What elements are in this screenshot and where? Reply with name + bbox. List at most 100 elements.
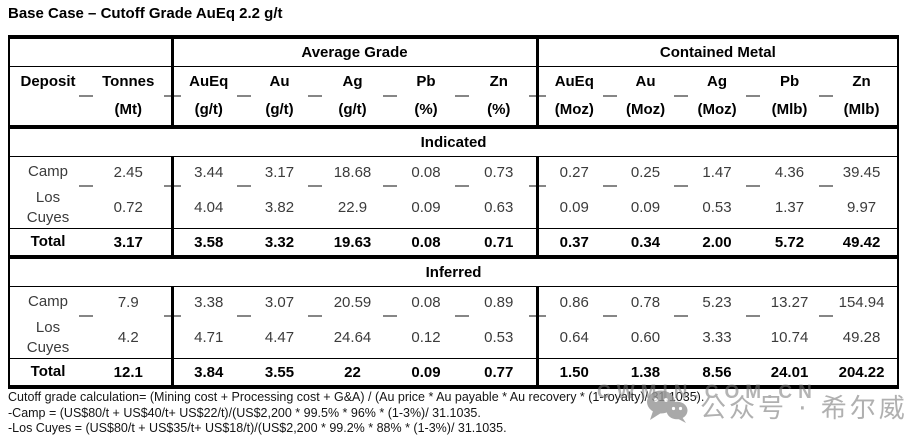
column-header-ag-grade: Ag (g/t) bbox=[315, 66, 390, 129]
page-title: Base Case – Cutoff Grade AuEq 2.2 g/t bbox=[8, 5, 283, 22]
column-header-zn-metal: Zn (Mlb) bbox=[826, 66, 899, 129]
group-header-average-grade: Average Grade bbox=[170, 37, 538, 67]
value-cell: 3.58 bbox=[170, 228, 244, 259]
value-cell: 0.08 bbox=[390, 286, 462, 317]
value-cell: 1.38 bbox=[610, 358, 682, 389]
value-cell: 0.78 bbox=[610, 286, 682, 317]
value-cell: 20.59 bbox=[315, 286, 390, 317]
value-cell: 3.82 bbox=[264, 199, 295, 216]
value-cell: 0.08 bbox=[390, 156, 462, 187]
value-cell: 3.07 bbox=[244, 286, 315, 317]
value-cell: 3.55 bbox=[244, 358, 315, 389]
deposit-cell: Camp bbox=[9, 156, 86, 187]
column-header-row: Deposit Tonnes (Mt) AuEq (g/t) Au (g/t) Ag(… bbox=[9, 66, 899, 129]
value-cell: 0.12 bbox=[411, 329, 441, 346]
value-cell: 4.36 bbox=[753, 156, 827, 187]
column-header-zn-grade: Zn (%) bbox=[462, 66, 538, 129]
value-cell: 24.01 bbox=[753, 358, 827, 389]
value-cell: 18.68 bbox=[315, 156, 390, 187]
table-row-total: Total 3.17 3.58 3.32 19.63 0.08 0.71 0.3… bbox=[9, 228, 899, 259]
value-cell: 49.42 bbox=[826, 228, 899, 259]
value-cell: 0.77 bbox=[462, 358, 538, 389]
value-cell: 0.53 bbox=[702, 199, 732, 216]
value-cell: 0.09 bbox=[390, 358, 462, 389]
value-cell: 12.1 bbox=[86, 358, 172, 389]
value-cell: 22 bbox=[315, 358, 390, 389]
value-cell: 3.84 bbox=[170, 358, 244, 389]
column-header-pb-metal: Pb (Mlb) bbox=[753, 66, 827, 129]
value-cell: 2.45 bbox=[86, 156, 172, 187]
value-cell: 0.53 bbox=[484, 329, 514, 346]
footnote-los-cuyes-formula: -Los Cuyes = (US$80/t + US$35/t+ US$18/t… bbox=[8, 421, 507, 436]
value-cell: 22.9 bbox=[337, 199, 368, 216]
value-cell: 24.64 bbox=[333, 329, 372, 346]
value-cell: 5.23 bbox=[681, 286, 754, 317]
wechat-icon bbox=[645, 389, 689, 430]
group-header-spacer bbox=[9, 37, 172, 67]
table-row: Camp 7.9 3.38 3.07 20.59 0.08 0.89 0.86 … bbox=[9, 286, 899, 317]
value-cell: 13.27 bbox=[753, 286, 827, 317]
value-cell: 0.09 bbox=[411, 199, 441, 216]
value-cell: 3.17 bbox=[86, 228, 172, 259]
table-row: Los Cuyes 0.72 4.04 3.82 22.9 0.09 0.63 … bbox=[9, 187, 898, 229]
value-cell: 0.89 bbox=[462, 286, 538, 317]
deposit-cell: Los Cuyes bbox=[26, 318, 70, 356]
value-cell: 0.72 bbox=[113, 199, 143, 216]
section-band-indicated: Indicated bbox=[9, 127, 899, 157]
value-cell: 3.44 bbox=[170, 156, 244, 187]
value-cell: 0.64 bbox=[535, 317, 611, 359]
value-cell: 19.63 bbox=[315, 228, 390, 259]
deposit-cell: Camp bbox=[9, 286, 86, 317]
column-header-aueq-metal: AuEq (Moz) bbox=[535, 66, 611, 129]
column-header-au-metal: Au (Moz) bbox=[610, 66, 682, 129]
deposit-cell: Total bbox=[9, 358, 86, 389]
value-cell: 2.00 bbox=[681, 228, 754, 259]
value-cell: 4.47 bbox=[264, 329, 295, 346]
footnote-cutoff-formula: Cutoff grade calculation= (Mining cost +… bbox=[8, 390, 705, 404]
value-cell: 204.22 bbox=[826, 358, 899, 389]
value-cell: 10.74 bbox=[770, 329, 809, 346]
value-cell: 0.60 bbox=[630, 329, 661, 346]
value-cell: 0.09 bbox=[535, 187, 611, 229]
value-cell: 5.72 bbox=[753, 228, 827, 259]
value-cell: 8.56 bbox=[681, 358, 754, 389]
value-cell: 3.33 bbox=[702, 329, 732, 346]
value-cell: 0.09 bbox=[630, 199, 661, 216]
value-cell: 1.50 bbox=[535, 358, 611, 389]
column-header-aueq-grade: AuEq (g/t) bbox=[170, 66, 244, 129]
value-cell: 4.71 bbox=[170, 317, 244, 359]
deposit-cell: Los Cuyes bbox=[26, 188, 70, 226]
watermark-wechat-account: 公众号 · 希尔威 bbox=[700, 394, 905, 424]
column-header-pb-grade: Pb (%) bbox=[390, 66, 462, 129]
value-cell: 0.27 bbox=[535, 156, 611, 187]
value-cell: 0.25 bbox=[610, 156, 682, 187]
group-header-contained-metal: Contained Metal bbox=[535, 37, 899, 67]
section-band-label: Inferred bbox=[9, 257, 899, 287]
column-header-au-grade: Au (g/t) bbox=[244, 66, 315, 129]
value-cell: 0.86 bbox=[535, 286, 611, 317]
value-cell: 1.47 bbox=[681, 156, 754, 187]
value-cell: 3.32 bbox=[244, 228, 315, 259]
table-row-total: Total 12.1 3.84 3.55 22 0.09 0.77 1.50 1… bbox=[9, 358, 899, 389]
value-cell: 0.71 bbox=[462, 228, 538, 259]
value-cell: 154.94 bbox=[826, 286, 899, 317]
group-header-row: Average Grade Contained Metal bbox=[9, 37, 899, 67]
table-row: Camp 2.45 3.44 3.17 18.68 0.08 0.73 0.27… bbox=[9, 156, 899, 187]
deposit-cell: Total bbox=[9, 228, 86, 259]
value-cell: 0.08 bbox=[390, 228, 462, 259]
column-header-ag-metal: Ag (Moz) bbox=[681, 66, 754, 129]
mineral-resource-table: Average Grade Contained Metal Deposit To… bbox=[8, 35, 900, 389]
value-cell: 3.17 bbox=[244, 156, 315, 187]
column-header-tonnes: Tonnes (Mt) bbox=[86, 66, 172, 129]
value-cell: 39.45 bbox=[826, 156, 899, 187]
value-cell: 0.73 bbox=[462, 156, 538, 187]
column-header-deposit: Deposit bbox=[9, 66, 86, 129]
section-band-inferred: Inferred bbox=[9, 257, 899, 287]
value-cell: 9.97 bbox=[846, 199, 877, 216]
table-row: Los Cuyes 4.2 4.71 4.47 24.64 0.12 0.53 … bbox=[9, 317, 898, 359]
value-cell: 0.34 bbox=[610, 228, 682, 259]
value-cell: 0.63 bbox=[484, 199, 514, 216]
value-cell: 7.9 bbox=[86, 286, 172, 317]
footnote-camp-formula: -Camp = (US$80/t + US$40/t+ US$22/t)/(US… bbox=[8, 405, 481, 420]
